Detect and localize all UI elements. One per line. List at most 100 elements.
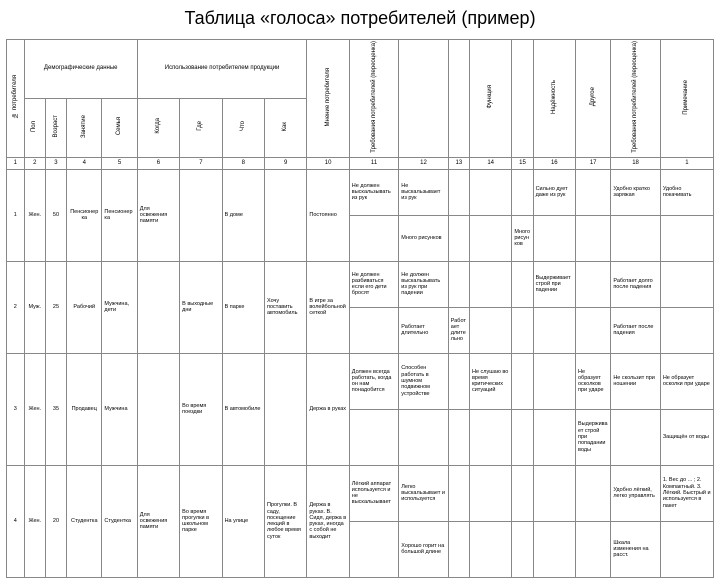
cell [469,307,511,353]
col-h-8: Что [222,98,264,157]
col-h-13 [448,40,469,158]
cell: Выдерживает строй при падении [533,261,575,307]
cell: Во время прогулки в школьном парке [180,465,222,577]
cell [469,465,511,521]
table-row: 3Жен.35ПродавецМужчинаВо время поездкиВ … [7,353,714,409]
cell: В игре за волейбольной сеткой [307,261,349,353]
cell [349,521,398,577]
cell: Удобно кратко заряжая [611,169,660,215]
colnum-7: 7 [180,157,222,169]
voice-of-customer-table: № потребителя Демографические данные Исп… [6,39,714,578]
table-body: 1Жен.50ПенсионеркаПенсионеркаДля освежен… [7,169,714,577]
cell: 20 [45,465,66,577]
cell: Постоянно [307,169,349,261]
cell [512,465,533,521]
col-h-15 [512,40,533,158]
colnum-4: 4 [67,157,102,169]
cell [533,409,575,465]
page-title: Таблица «голоса» потребителей (пример) [0,0,720,39]
cell: Жен. [24,465,45,577]
cell [512,353,533,409]
cell [575,215,610,261]
cell [469,409,511,465]
cell: Рабочий [67,261,102,353]
cell: Выдерживает строй при попадании воды [575,409,610,465]
cell: Держа в руках. В. Сидя, держа в руках, и… [307,465,349,577]
cell: Хорошо горит на большой длине [399,521,448,577]
cell: Жен. [24,353,45,465]
cell: Должен всегда работать, когда он нам пон… [349,353,398,409]
table-row: 1Жен.50ПенсионеркаПенсионеркаДля освежен… [7,169,714,215]
cell [611,215,660,261]
cell: Мужчина [102,353,137,465]
cell: Пенсионерка [102,169,137,261]
cell [448,169,469,215]
cell: Муж. [24,261,45,353]
cell: Сильно дует даже из рук [533,169,575,215]
cell [448,353,469,409]
cell: В автомобиле [222,353,264,465]
cell: Студентка [102,465,137,577]
cell: Легко выскальзывает и используется [399,465,448,521]
cell: 2 [7,261,25,353]
cell [611,409,660,465]
cell [469,261,511,307]
colnum-3: 3 [45,157,66,169]
cell [575,261,610,307]
col-h-12 [399,40,448,158]
cell: Держа в руках [307,353,349,465]
cell [575,307,610,353]
cell: Для освежения памяти [137,169,179,261]
cell: 1. Вес до ... ; 2. Компактный. 3. Лёгкий… [660,465,713,521]
cell: 35 [45,353,66,465]
col-h-5: Семья [102,98,137,157]
cell: Жен. [24,169,45,261]
col-h-19: Примечание [660,40,713,158]
cell [575,169,610,215]
col-h-7: Где [180,98,222,157]
cell [575,521,610,577]
colnum-2: 2 [24,157,45,169]
col-h-1: № потребителя [7,40,25,158]
cell: Не выскальзывает из рук [399,169,448,215]
group-demo: Демографические данные [24,40,137,99]
cell: 50 [45,169,66,261]
colnum-8: 8 [222,157,264,169]
col-h-6: Когда [137,98,179,157]
cell: Работает после падения [611,307,660,353]
cell [512,169,533,215]
colnum-18: 18 [611,157,660,169]
cell [448,215,469,261]
cell: Мужчина, дети [102,261,137,353]
cell: Способен работать в шумном подвижном уст… [399,353,448,409]
cell [512,261,533,307]
col-h-18: Требования потребителей (переоценка) [611,40,660,158]
col-h-10: Мнение потребителя [307,40,349,158]
cell [349,307,398,353]
cell: Защищён от воды [660,409,713,465]
colnum-5: 5 [102,157,137,169]
cell: 25 [45,261,66,353]
cell: Много рисунков [399,215,448,261]
cell [349,409,398,465]
col-h-9: Как [264,98,306,157]
voice-of-customer-table-wrap: № потребителя Демографические данные Исп… [0,39,720,578]
colnum-11: 11 [349,157,398,169]
cell: В доме [222,169,264,261]
cell: На улице [222,465,264,577]
colnum-14: 14 [469,157,511,169]
cell: Продавец [67,353,102,465]
header-row-groups: № потребителя Демографические данные Исп… [7,40,714,99]
number-row: 1234567891011121314151617181 [7,157,714,169]
cell [533,521,575,577]
col-h-11: Требования потребителей (переоценка) [349,40,398,158]
table-row: 2Муж.25РабочийМужчина, детиВ выходные дн… [7,261,714,307]
cell [137,261,179,353]
cell: Студентка [67,465,102,577]
cell: Прогулки. В саду, посещение лекций в люб… [264,465,306,577]
cell [399,409,448,465]
colnum-19: 1 [660,157,713,169]
cell: Лёгкий аппарат используется и не выскаль… [349,465,398,521]
cell: Не должен выскальзывать из рук при паден… [399,261,448,307]
cell [180,169,222,261]
